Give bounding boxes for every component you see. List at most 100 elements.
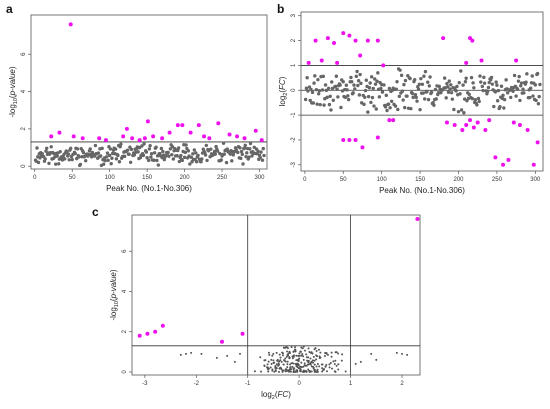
data-point <box>364 78 369 82</box>
data-point <box>524 80 528 84</box>
data-point <box>315 102 319 106</box>
data-point <box>140 144 144 148</box>
data-point <box>270 358 273 361</box>
data-point <box>284 357 287 360</box>
data-point <box>383 105 388 109</box>
data-point <box>338 83 342 87</box>
data-point <box>222 152 226 156</box>
data-point <box>203 150 207 155</box>
significant-point <box>514 58 519 63</box>
data-point <box>352 83 356 87</box>
significant-point <box>196 123 201 128</box>
data-point <box>490 82 494 86</box>
data-point <box>191 152 195 156</box>
data-point <box>294 370 297 373</box>
data-point <box>395 351 398 354</box>
data-point <box>279 359 282 362</box>
data-point <box>334 359 337 362</box>
plot-frame <box>131 214 421 376</box>
data-point <box>325 352 328 355</box>
data-point <box>505 91 510 95</box>
data-point <box>480 84 485 89</box>
data-point <box>382 83 386 87</box>
data-point <box>303 364 306 367</box>
data-point <box>521 87 525 91</box>
data-point <box>263 359 266 362</box>
data-point <box>167 154 171 158</box>
data-point <box>325 363 328 366</box>
data-point <box>168 147 173 151</box>
data-point <box>366 110 370 114</box>
significant-point <box>353 137 358 142</box>
data-point <box>239 352 241 355</box>
data-point <box>400 89 405 93</box>
data-point <box>421 91 425 95</box>
data-point <box>398 68 402 72</box>
x-tick-label: 100 <box>377 177 388 183</box>
significant-point <box>175 123 180 128</box>
data-point <box>324 352 327 355</box>
data-point <box>522 91 526 95</box>
data-point <box>423 69 428 74</box>
data-point <box>274 369 277 372</box>
x-tick-label: -1 <box>245 381 251 387</box>
data-point <box>302 355 305 358</box>
data-point <box>311 101 315 105</box>
significant-point <box>335 60 340 65</box>
data-point <box>419 76 423 81</box>
data-point <box>518 98 522 103</box>
data-point <box>215 356 218 359</box>
data-point <box>346 97 351 102</box>
data-point <box>413 77 417 82</box>
data-point <box>334 370 337 373</box>
data-point <box>203 153 208 157</box>
data-point <box>514 94 518 98</box>
significant-point <box>468 118 473 123</box>
data-point <box>67 158 71 162</box>
significant-point <box>347 137 352 142</box>
data-point <box>292 370 295 373</box>
data-point <box>313 363 316 366</box>
y-axis-title: -log10(p-value) <box>8 66 19 117</box>
data-point <box>308 98 312 103</box>
data-point <box>429 90 434 95</box>
data-point <box>171 157 176 161</box>
data-point <box>55 154 59 158</box>
data-point <box>292 367 295 370</box>
data-point <box>234 148 238 152</box>
data-point <box>335 87 339 92</box>
data-point <box>519 81 524 85</box>
data-point <box>422 97 427 101</box>
data-point <box>236 150 240 155</box>
data-point <box>287 370 290 373</box>
x-tick-label: 2 <box>400 381 404 387</box>
data-point <box>77 155 81 159</box>
data-point <box>376 71 380 75</box>
data-point <box>336 95 340 99</box>
data-point <box>286 360 289 363</box>
data-point <box>481 88 485 93</box>
significant-point <box>68 22 73 27</box>
data-point <box>375 79 379 83</box>
data-point <box>93 143 98 148</box>
data-point <box>334 74 339 78</box>
data-point <box>330 80 334 84</box>
data-point <box>366 94 371 99</box>
data-point <box>298 354 301 357</box>
data-point <box>199 160 203 164</box>
data-point <box>344 83 349 87</box>
significant-point <box>347 33 352 38</box>
y-tick-label: 0 <box>21 164 27 168</box>
data-point <box>309 357 312 360</box>
significant-point <box>341 137 346 142</box>
data-point <box>66 152 71 156</box>
data-point <box>204 143 209 148</box>
data-point <box>148 143 152 148</box>
data-point <box>330 351 333 354</box>
significant-point <box>137 333 142 338</box>
data-point <box>403 78 408 83</box>
data-point <box>479 80 483 84</box>
data-point <box>316 368 319 371</box>
data-point <box>389 99 394 103</box>
data-point <box>287 353 290 356</box>
